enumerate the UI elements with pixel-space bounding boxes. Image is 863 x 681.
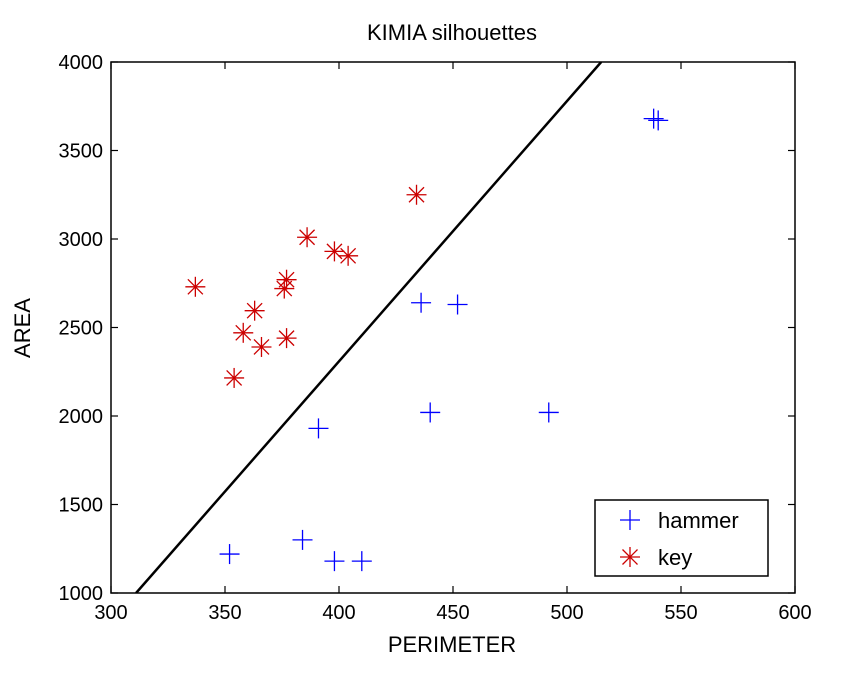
key-point [324, 241, 345, 262]
key-point [276, 269, 297, 290]
y-tick-label: 1500 [59, 495, 104, 517]
hammer-point [219, 544, 240, 565]
key-point [185, 276, 206, 297]
x-tick-label: 400 [322, 602, 355, 624]
x-tick-label: 350 [208, 602, 241, 624]
hammer-point [643, 108, 664, 129]
hammer-point [648, 110, 669, 131]
y-tick-label: 3500 [59, 141, 104, 163]
legend-marker-hammer [620, 510, 640, 530]
legend-label-key: key [658, 545, 692, 570]
key-point [244, 300, 265, 321]
key-point [406, 184, 427, 205]
x-tick-label: 550 [664, 602, 697, 624]
y-tick-label: 2000 [59, 406, 104, 428]
key-point [274, 278, 295, 299]
x-axis-label: PERIMETER [388, 632, 516, 657]
hammer-point [324, 551, 345, 572]
x-tick-label: 300 [94, 602, 127, 624]
key-point [276, 328, 297, 349]
legend: hammer key [594, 499, 769, 577]
y-tick-label: 4000 [59, 52, 104, 74]
x-tick-label: 600 [778, 602, 811, 624]
hammer-point [308, 418, 329, 439]
x-tick-label: 500 [550, 602, 583, 624]
key-point [224, 367, 245, 388]
hammer-point [420, 402, 441, 423]
y-tick-label: 2500 [59, 318, 104, 340]
decision-line [135, 62, 603, 593]
key-point [297, 227, 318, 248]
key-point [251, 336, 272, 357]
legend-marker-key [620, 547, 640, 567]
y-tick-label: 1000 [59, 583, 104, 605]
x-tick-label: 450 [436, 602, 469, 624]
key-point [338, 245, 359, 266]
y-tick-label: 3000 [59, 229, 104, 251]
hammer-point [447, 294, 468, 315]
chart-title: KIMIA silhouettes [367, 20, 537, 45]
key-point [233, 322, 254, 343]
legend-label-hammer: hammer [658, 508, 739, 533]
hammer-point [411, 292, 432, 313]
hammer-point [538, 402, 559, 423]
hammer-point [292, 529, 313, 550]
y-axis-label: AREA [10, 298, 35, 358]
hammer-point [351, 551, 372, 572]
